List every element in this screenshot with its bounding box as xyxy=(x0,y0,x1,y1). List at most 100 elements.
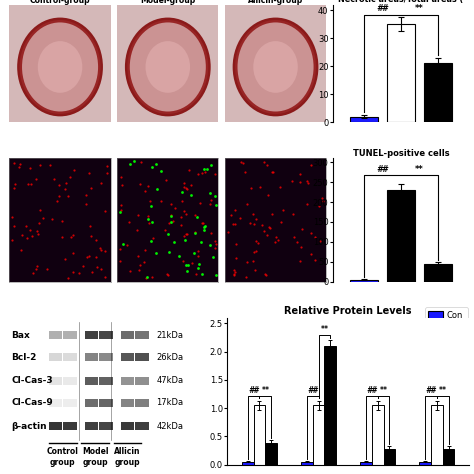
Bar xyxy=(135,331,148,339)
Bar xyxy=(372,405,383,465)
Point xyxy=(194,253,201,260)
Bar xyxy=(85,377,98,385)
Bar xyxy=(387,190,415,282)
Title: Allicin-group: Allicin-group xyxy=(248,149,303,158)
Point xyxy=(143,273,151,280)
Point xyxy=(308,250,315,257)
Point xyxy=(208,229,215,237)
Point xyxy=(8,236,16,244)
Point xyxy=(190,249,198,257)
Point xyxy=(232,241,239,248)
Point xyxy=(82,191,90,199)
Bar xyxy=(242,462,254,465)
Point xyxy=(147,237,155,245)
Point xyxy=(253,215,260,222)
Point xyxy=(239,159,246,167)
Point xyxy=(261,270,268,278)
Point xyxy=(242,273,250,281)
Point xyxy=(32,175,40,182)
Point xyxy=(296,178,303,186)
Point xyxy=(212,272,220,279)
Point xyxy=(11,180,19,187)
Bar xyxy=(99,422,113,430)
Point xyxy=(200,223,208,230)
Point xyxy=(116,208,124,215)
Bar xyxy=(64,377,77,385)
Point xyxy=(178,221,185,229)
Point xyxy=(183,267,191,275)
Text: 47kDa: 47kDa xyxy=(156,376,183,385)
Point xyxy=(252,237,260,245)
Bar xyxy=(85,422,98,430)
Point xyxy=(182,262,190,269)
Point xyxy=(266,224,274,232)
Point xyxy=(18,231,26,239)
Point xyxy=(157,167,165,175)
Point xyxy=(34,262,41,270)
Point xyxy=(34,230,42,237)
Circle shape xyxy=(19,20,100,114)
Point xyxy=(201,227,208,234)
Point xyxy=(307,229,314,237)
Point xyxy=(87,232,95,240)
Point xyxy=(180,232,188,240)
Point xyxy=(135,252,142,260)
Point xyxy=(188,259,196,267)
Point xyxy=(83,253,91,260)
Point xyxy=(26,164,34,172)
Point xyxy=(196,199,203,206)
Point xyxy=(55,192,63,200)
Point xyxy=(22,222,29,230)
Bar xyxy=(99,377,113,385)
Text: ##: ## xyxy=(248,385,259,394)
Point xyxy=(203,165,211,173)
Point xyxy=(92,236,100,244)
Point xyxy=(118,181,126,189)
Point xyxy=(119,240,127,248)
Legend: Con, Mod, Allic: Con, Mod, Allic xyxy=(425,308,468,345)
Point xyxy=(256,183,264,191)
Point xyxy=(289,210,296,218)
Point xyxy=(55,181,63,189)
Point xyxy=(255,239,262,246)
Text: Cl-Cas-3: Cl-Cas-3 xyxy=(11,376,53,385)
Title: Model-group: Model-group xyxy=(140,0,195,5)
Point xyxy=(315,202,322,210)
Point xyxy=(201,168,209,176)
Bar xyxy=(265,443,277,465)
Point xyxy=(170,238,178,246)
Point xyxy=(293,238,301,246)
Point xyxy=(171,204,179,211)
Point xyxy=(303,201,311,208)
Circle shape xyxy=(146,41,190,93)
Point xyxy=(64,192,72,200)
Point xyxy=(297,244,305,251)
Point xyxy=(61,255,68,263)
Point xyxy=(142,274,150,282)
Point xyxy=(53,197,61,205)
Point xyxy=(274,236,282,244)
Point xyxy=(165,219,173,227)
Point xyxy=(103,170,110,177)
Point xyxy=(167,218,174,225)
Text: **: ** xyxy=(438,385,447,394)
Point xyxy=(98,179,105,187)
Text: ##: ## xyxy=(377,4,388,13)
Point xyxy=(230,270,237,278)
Point xyxy=(206,241,213,249)
Point xyxy=(277,218,284,226)
Point xyxy=(85,252,92,260)
Point xyxy=(231,220,239,228)
Point xyxy=(144,215,152,223)
Point xyxy=(273,233,280,240)
Point xyxy=(88,268,95,275)
Point xyxy=(263,231,270,238)
Point xyxy=(288,178,296,185)
Point xyxy=(212,241,220,248)
Point xyxy=(207,161,215,169)
Point xyxy=(169,218,177,225)
Point xyxy=(29,269,37,277)
Point xyxy=(165,248,173,256)
Point xyxy=(311,234,319,241)
Point xyxy=(162,226,169,234)
